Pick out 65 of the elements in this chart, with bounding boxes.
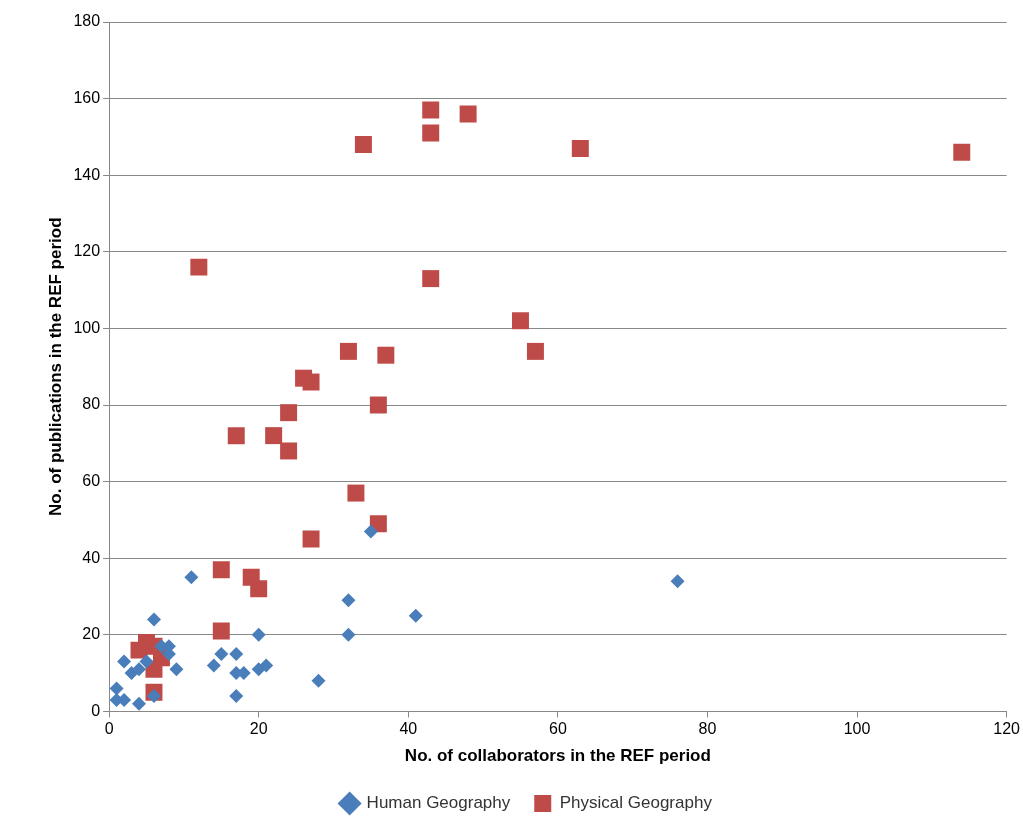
x-tick-label: 60 [548, 720, 567, 738]
point [132, 696, 147, 711]
point [363, 524, 378, 539]
point [229, 646, 244, 661]
y-tick-label: 0 [91, 701, 101, 719]
x-tick-label: 40 [399, 720, 418, 738]
point [511, 312, 529, 330]
point [670, 574, 685, 589]
point [190, 258, 208, 276]
y-tick-label: 160 [73, 89, 101, 107]
point [341, 593, 356, 608]
x-axis-title: No. of collaborators in the REF period [404, 746, 711, 766]
point [354, 136, 372, 154]
point [422, 270, 440, 288]
point [109, 681, 124, 696]
y-tick-label: 60 [82, 472, 101, 490]
point [377, 346, 395, 364]
point [341, 627, 356, 642]
point [526, 342, 544, 360]
point [132, 662, 147, 677]
point [139, 654, 154, 669]
point [280, 404, 298, 422]
y-tick-label: 180 [73, 12, 101, 30]
point [302, 530, 320, 548]
point [184, 570, 199, 585]
y-tick-label: 100 [73, 318, 101, 336]
x-tick-label: 0 [104, 720, 114, 738]
point [459, 105, 477, 123]
y-tick-label: 20 [82, 625, 101, 643]
y-tick-label: 140 [73, 165, 101, 183]
x-tick-label: 80 [698, 720, 717, 738]
y-tick-label: 120 [73, 242, 101, 260]
point [369, 396, 387, 414]
point [408, 608, 423, 623]
point [347, 484, 365, 502]
point [302, 373, 320, 391]
y-tick-label: 80 [82, 395, 101, 413]
y-tick-label: 40 [82, 548, 101, 566]
point [229, 689, 244, 704]
point [280, 442, 298, 460]
x-tick-label: 100 [843, 720, 871, 738]
legend-label: Human Geography [366, 793, 511, 813]
point [422, 101, 440, 119]
point [339, 342, 357, 360]
x-tick-label: 120 [993, 720, 1021, 738]
x-tick-label: 20 [249, 720, 268, 738]
point [212, 561, 230, 579]
point [212, 622, 230, 640]
legend-label: Physical Geography [559, 793, 713, 813]
point [117, 654, 132, 669]
point [146, 689, 161, 704]
point [214, 646, 229, 661]
point [206, 658, 221, 673]
point [227, 427, 245, 445]
point [422, 124, 440, 142]
point [146, 612, 161, 627]
point [953, 143, 971, 161]
point [571, 139, 589, 157]
y-axis-title: No. of publications in the REF period [45, 217, 65, 516]
point [250, 580, 268, 598]
point [169, 662, 184, 677]
point [265, 427, 283, 445]
point [259, 658, 274, 673]
point [251, 627, 266, 642]
point [311, 673, 326, 688]
